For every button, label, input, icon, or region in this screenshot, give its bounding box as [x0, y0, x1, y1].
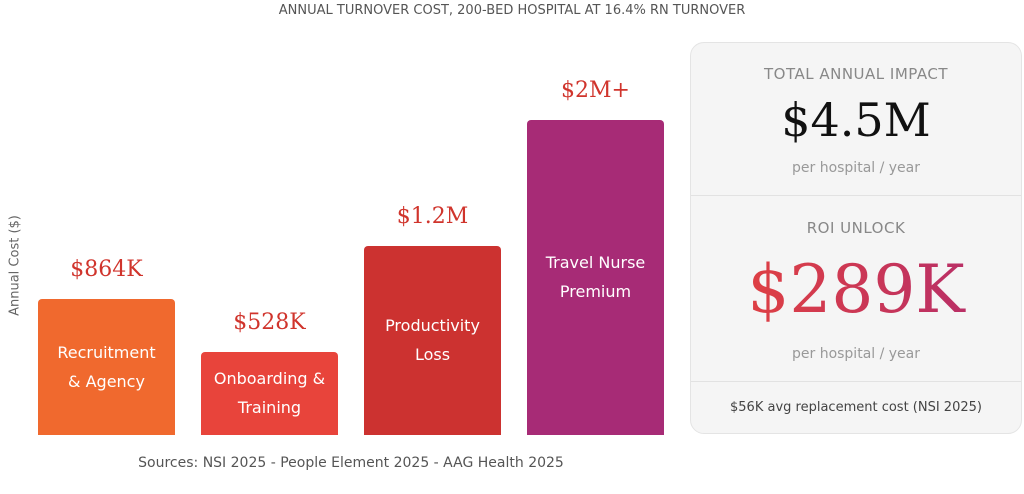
summary-panel: TOTAL ANNUAL IMPACT $4.5M per hospital /… [690, 42, 1022, 434]
category-label: Onboarding & Training [213, 369, 326, 418]
divider [691, 195, 1021, 196]
category-label: Productivity Loss [385, 316, 480, 365]
value-label: $528K [233, 309, 306, 335]
value-label: $864K [70, 256, 143, 282]
bar: Recruitment & Agency [38, 298, 175, 435]
impact-title: TOTAL ANNUAL IMPACT [763, 65, 948, 83]
bar: Onboarding & Training [201, 351, 338, 435]
category-label: Recruitment & Agency [57, 342, 156, 391]
impact-value: $4.5M [781, 93, 931, 147]
chart-title: ANNUAL TURNOVER COST, 200-BED HOSPITAL A… [278, 3, 746, 18]
roi-title: ROI UNLOCK [806, 219, 906, 237]
category-label: Travel Nurse Premium [545, 253, 646, 302]
value-label: $1.2M [396, 203, 469, 229]
bar: Productivity Loss [364, 245, 501, 435]
source-note: Sources: NSI 2025 - People Element 2025 … [138, 455, 564, 471]
roi-note: per hospital / year [791, 346, 921, 362]
panel-footer: $56K avg replacement cost (NSI 2025) [730, 400, 982, 415]
impact-note: per hospital / year [791, 160, 921, 176]
y-axis-label: Annual Cost ($) [7, 215, 23, 316]
roi-value: $289K [691, 251, 1021, 328]
divider [691, 381, 1021, 382]
bar: Travel Nurse Premium [527, 119, 664, 435]
value-label: $2M+ [561, 77, 630, 103]
